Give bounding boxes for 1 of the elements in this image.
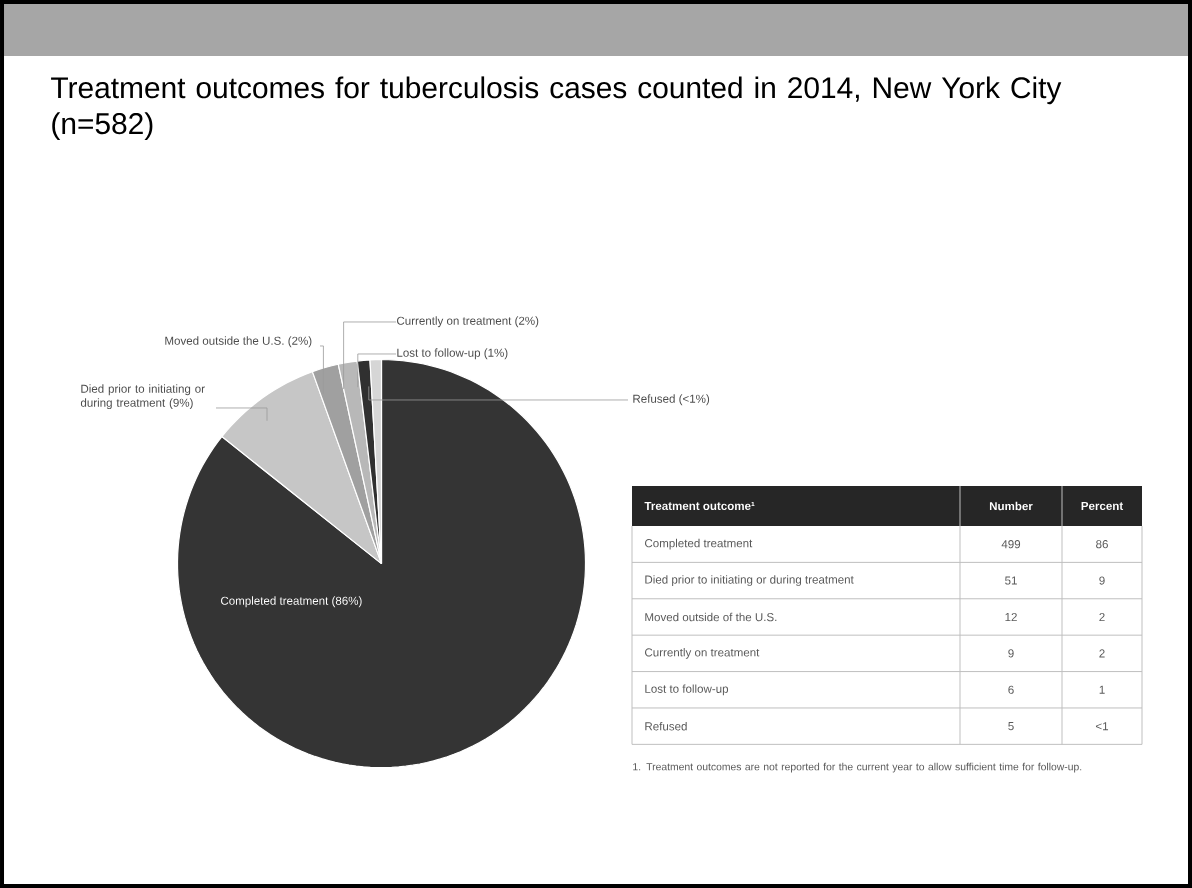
chart-title: Treatment outcomes for tuberculosis cases counted in 2014, New York City (n=582) — [51, 76, 1062, 141]
